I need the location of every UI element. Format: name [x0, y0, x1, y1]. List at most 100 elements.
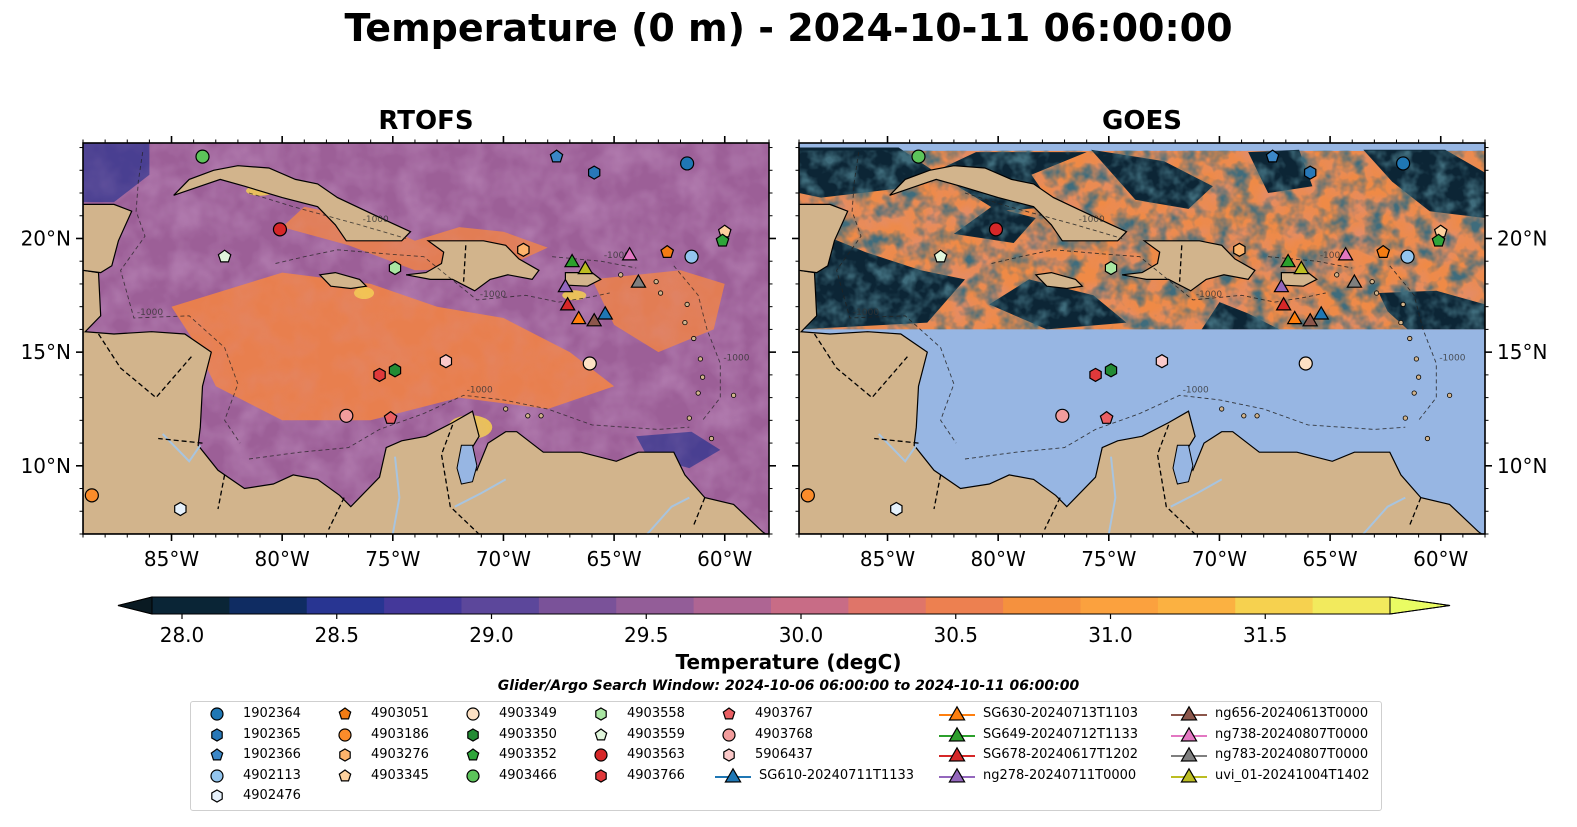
map-marker-4903350	[388, 363, 402, 378]
colorbar-segment	[1003, 597, 1082, 614]
map-marker-ng783-20240807T0000	[630, 273, 647, 288]
svg-text:-1000: -1000	[1439, 354, 1465, 364]
legend-marker-hexagon-icon	[723, 748, 735, 762]
legend-marker-hexagon-icon	[595, 768, 607, 783]
legend-label: 4902476	[243, 788, 301, 803]
lon-tick-label: 80°W	[255, 547, 310, 571]
map-marker-ng278-20240711T0000	[1273, 278, 1290, 293]
legend-marker-pentagon-icon	[466, 748, 480, 761]
legend-marker-circle-icon	[210, 768, 224, 783]
map-marker-4903349	[582, 356, 597, 371]
map-marker-4903563	[988, 222, 1004, 237]
map-marker-1902365	[1303, 165, 1317, 180]
legend-marker-triangle-icon	[939, 746, 975, 762]
legend-marker-hexagon-icon	[211, 727, 223, 742]
legend-marker-triangle-icon	[939, 705, 975, 721]
colorbar-over-arrow	[1389, 596, 1451, 615]
legend-marker-hexagon-icon	[211, 789, 223, 803]
legend-label: 4903051	[371, 706, 429, 721]
lat-tick-label: 20°N	[1497, 226, 1547, 250]
legend-label: SG630-20240713T1103	[983, 706, 1139, 721]
colorbar-label: Temperature (degC)	[675, 650, 902, 674]
legend-marker-hexagon-icon	[595, 707, 607, 721]
legend-marker-circle-icon	[338, 727, 352, 742]
lon-tick-label: 70°W	[476, 547, 531, 571]
map-marker-uvi_01-20241004T1402	[1293, 260, 1310, 275]
legend-label: ng278-20240711T0000	[983, 767, 1137, 783]
legend-marker-triangle-icon	[1171, 746, 1207, 762]
map-marker-SG678-20240617T1202	[1275, 296, 1292, 311]
map-marker-1902364	[680, 156, 695, 171]
map-marker-4903766	[373, 367, 386, 383]
legend-marker-triangle-icon	[1171, 767, 1207, 783]
map-marker-1902366	[1265, 149, 1280, 163]
colorbar-tick-label: 31.0	[1088, 623, 1133, 644]
rtofs-map-panel: -1000 -1000 -1000 -1000 -1000 -1000	[83, 143, 769, 534]
colorbar-segment	[152, 597, 230, 614]
colorbar-tick-label: 28.0	[160, 623, 205, 644]
lat-tick-label: 15°N	[21, 340, 71, 364]
colorbar-segment	[538, 597, 617, 614]
legend-label: 4903349	[499, 706, 557, 721]
svg-text:-1000: -1000	[363, 215, 389, 225]
legend-marker-triangle-icon	[715, 767, 751, 783]
legend-label: SG649-20240712T1133	[983, 726, 1139, 742]
legend-label: 4902113	[243, 767, 301, 783]
map-marker-ng738-20240807T0000	[1337, 246, 1354, 261]
svg-text:-1000: -1000	[1196, 290, 1222, 300]
map-marker-4903766	[1089, 367, 1102, 383]
colorbar-segment	[771, 597, 849, 614]
map-marker-4902113	[1400, 249, 1415, 264]
map-marker-4902476	[174, 501, 187, 517]
colorbar-under-arrow	[117, 596, 153, 615]
legend-label: 4903352	[499, 747, 557, 762]
map-marker-SG610-20240711T1133	[597, 305, 614, 320]
map-marker-4903767	[383, 410, 398, 424]
colorbar-segment	[925, 597, 1004, 614]
svg-text:-1000: -1000	[1183, 385, 1209, 395]
map-marker-1902366	[549, 149, 564, 163]
colorbar-tick-label: 29.0	[469, 623, 514, 644]
map-marker-4902476	[890, 501, 903, 517]
legend-label: 1902364	[243, 706, 301, 721]
legend-label: 1902365	[243, 726, 301, 742]
legend-marker-circle-icon	[210, 707, 224, 721]
lon-tick-label: 75°W	[1081, 547, 1136, 571]
legend-marker-pentagon-icon	[210, 748, 224, 761]
panel-title-goes: GOES	[1102, 106, 1182, 136]
map-marker-4903051	[1376, 244, 1391, 258]
legend-marker-circle-icon	[466, 707, 480, 721]
lon-tick-label: 60°W	[697, 547, 752, 571]
legend-label: SG678-20240617T1202	[983, 747, 1139, 762]
map-marker-4903559	[217, 249, 232, 263]
legend-label: 4903345	[371, 767, 429, 783]
map-marker-SG649-20240712T1133	[1279, 253, 1297, 268]
colorbar-segment	[461, 597, 540, 614]
legend-label: uvi_01-20241004T1402	[1215, 767, 1370, 783]
colorbar-segment	[1312, 597, 1391, 614]
map-marker-SG649-20240712T1133	[563, 253, 581, 268]
map-marker-4903352	[1431, 233, 1446, 247]
colorbar-segment	[848, 597, 927, 614]
colorbar-segment	[1157, 597, 1236, 614]
legend-label: 4903186	[371, 726, 429, 742]
legend-marker-circle-icon	[594, 748, 608, 762]
legend-label: 4903766	[627, 767, 685, 783]
legend-label: ng656-20240613T0000	[1215, 706, 1369, 721]
lat-tick-label: 20°N	[21, 226, 71, 250]
svg-text:-1000: -1000	[1320, 251, 1346, 261]
colorbar-segment	[229, 597, 308, 614]
colorbar-segment	[1235, 597, 1314, 614]
map-marker-4903559	[933, 249, 948, 263]
figure-title: Temperature (0 m) - 2024-10-11 06:00:00	[344, 6, 1233, 50]
svg-text:-1000: -1000	[604, 251, 630, 261]
colorbar-tick-label: 28.5	[314, 623, 359, 644]
rtofs-map-axes: 85°W 80°W 75°W 70°W 65°W 60°W 20°N 15°N 10°N	[21, 136, 776, 571]
map-marker-4903768	[1055, 408, 1070, 423]
map-marker-uvi_01-20241004T1402	[577, 260, 594, 275]
legend-marker-pentagon-icon	[338, 707, 352, 720]
colorbar-segment	[693, 597, 772, 614]
map-marker-4903350	[1104, 363, 1118, 378]
lat-tick-label: 10°N	[21, 454, 71, 478]
svg-text:-1000: -1000	[853, 308, 879, 318]
